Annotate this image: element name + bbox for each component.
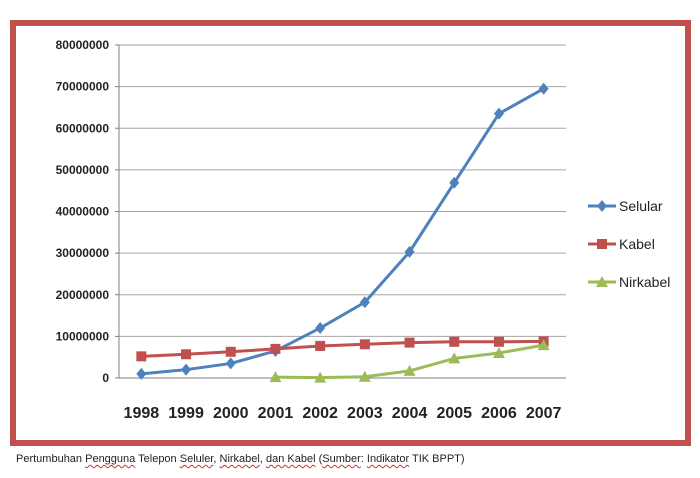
series-nirkabel [269,339,550,383]
data-point [448,352,461,364]
data-point [359,339,370,350]
legend-label: Kabel [619,236,655,252]
caption-text: TIK BPPT) [409,453,465,465]
x-tick-label: 2005 [436,405,472,422]
legend-label: Selular [619,198,663,214]
data-point [136,351,147,362]
x-tick-label: 1999 [168,405,204,422]
legend-item-selular: Selular [588,198,663,214]
legend-item-nirkabel: Nirkabel [588,274,670,290]
caption-text: Telepon [135,453,180,465]
data-point [538,82,549,95]
figure-caption: Pertumbuhan Pengguna Telepon Seluler, Ni… [16,453,465,465]
data-point [136,367,147,380]
data-point [225,346,236,357]
y-tick-label: 10000000 [56,329,110,343]
caption-text: , [213,453,220,465]
x-tick-label: 1998 [124,405,160,422]
data-point [404,337,415,348]
data-point [270,343,281,354]
caption-text: Indikator [366,453,410,465]
data-point [493,107,504,120]
y-tick-label: 30000000 [56,246,110,260]
data-point [404,245,415,258]
series [136,82,550,383]
y-tick-label: 20000000 [56,288,110,302]
caption-text: Nirkabel [219,453,260,465]
y-tick-label: 40000000 [56,205,110,219]
caption-text: ( [315,453,323,465]
x-tick-label: 2000 [213,405,249,422]
series-selular [136,82,549,380]
caption-text: : [360,453,367,465]
x-tick-label: 2001 [258,405,294,422]
x-tick-label: 2006 [481,405,517,422]
data-point [269,371,282,383]
chart-frame: 0 10000000 20000000 30000000 40000000 5000000… [10,20,691,446]
caption-text: Pertumbuhan [16,453,86,465]
caption-text: , [259,453,266,465]
x-tick-label: 2002 [302,405,338,422]
y-tick-label: 50000000 [56,163,110,177]
y-tick-label: 70000000 [56,80,110,94]
data-point [359,296,370,309]
series-kabel [136,336,549,362]
data-point [493,336,504,347]
x-tick-label: 2003 [347,405,383,422]
x-tick-label: 2007 [526,405,562,422]
data-point [537,339,550,351]
data-point [403,364,416,376]
data-point [181,349,192,360]
caption-text: Seluler [179,453,214,465]
legend: Selular Kabel Nirkabel [588,198,670,290]
data-point [181,363,192,376]
gridlines [119,44,566,337]
data-point [225,357,236,370]
y-tick-label: 80000000 [56,38,110,52]
caption-text: dan Kabel [265,453,316,465]
legend-marker [597,200,607,212]
data-point [315,340,326,351]
x-tick-label: 2004 [392,405,428,422]
data-point [492,347,505,359]
axes: 0 10000000 20000000 30000000 40000000 5000000… [56,38,566,422]
data-point [315,322,326,335]
caption-text: Sumber [322,453,361,465]
legend-marker [596,276,608,287]
data-point [314,371,327,383]
y-tick-label: 60000000 [56,121,110,135]
series-line [141,339,544,358]
line-chart: 0 10000000 20000000 30000000 40000000 5000000… [56,38,671,422]
data-point [358,370,371,382]
legend-label: Nirkabel [619,274,670,290]
legend-item-kabel: Kabel [588,236,655,252]
series-line [141,87,545,376]
y-tick-label: 0 [102,371,109,385]
legend-marker [597,239,607,249]
data-point [449,176,460,189]
caption-text: Pengguna [85,453,136,465]
data-point [449,336,460,347]
